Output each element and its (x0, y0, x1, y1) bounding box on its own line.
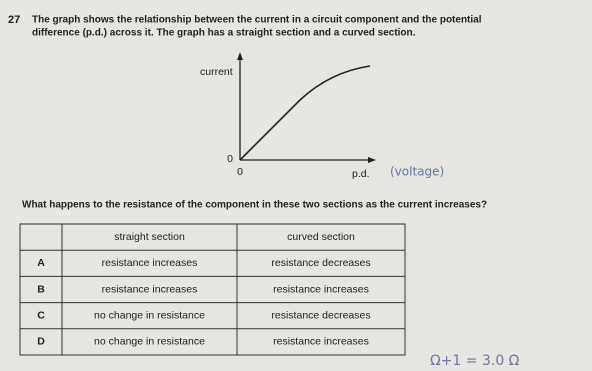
arrow (237, 52, 243, 60)
table: straight section curved section A resistanc… (19, 223, 406, 356)
option-letter: D (37, 336, 45, 348)
table-border (19, 223, 406, 356)
question-text: difference (p.d.) across it. The graph h… (32, 28, 416, 39)
question-number: 27 (8, 14, 20, 26)
option-cell: no change in resistance (94, 309, 205, 321)
option-letter: C (37, 309, 45, 321)
annotation: (voltage) (390, 165, 444, 179)
curve (239, 65, 371, 161)
x-axis-label: p.d. (352, 168, 370, 180)
option-cell: resistance increases (102, 257, 198, 269)
y-origin: 0 (227, 153, 233, 165)
question-text: The graph shows the relationship between… (32, 15, 482, 26)
option-cell: resistance increases (102, 283, 198, 295)
option-letter: A (37, 257, 45, 269)
graph: current 0 0 p.d. (voltage) (200, 52, 444, 180)
option-letter: B (37, 283, 45, 295)
y-axis-label: current (200, 66, 233, 78)
option-cell: resistance increases (273, 283, 369, 295)
option-cell: resistance increases (273, 336, 369, 348)
option-cell: resistance decreases (271, 309, 370, 321)
header-cell: straight section (114, 231, 185, 243)
x-origin: 0 (237, 166, 243, 178)
option-cell: no change in resistance (94, 336, 205, 348)
option-cell: resistance decreases (271, 257, 370, 269)
handwritten-note: Ω+1 = 3.0 Ω (430, 353, 520, 369)
arrow (368, 157, 376, 163)
header-cell: curved section (287, 231, 355, 243)
prompt: What happens to the resistance of the co… (22, 200, 487, 211)
